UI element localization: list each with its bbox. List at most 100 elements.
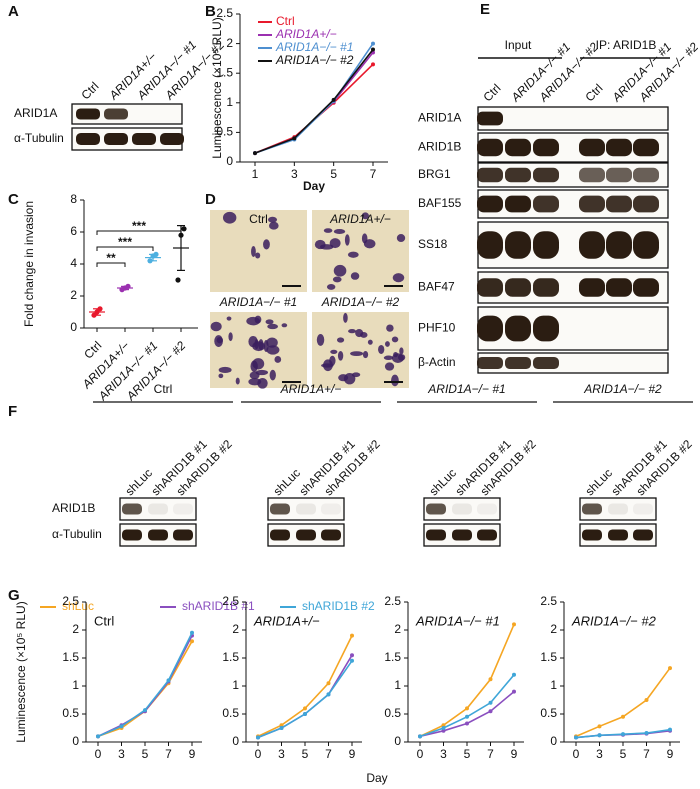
data-point [465, 721, 469, 726]
y-tick-label: 1 [226, 95, 233, 109]
panel-title: ARID1A−/− #2 [571, 613, 657, 628]
blot-band [296, 529, 316, 541]
blot-band [533, 167, 559, 183]
data-point [512, 672, 516, 677]
data-point [668, 727, 672, 732]
blot-band [505, 195, 531, 213]
data-point [621, 714, 625, 719]
stained-cell [316, 334, 325, 346]
stained-cell [218, 373, 224, 379]
x-tick-label: 7 [370, 167, 377, 181]
data-point [190, 630, 194, 635]
stained-cell [326, 284, 336, 290]
panel-label: F [8, 403, 17, 420]
y-tick-label: 0 [232, 734, 239, 748]
stained-cell [363, 239, 376, 249]
blot-band [533, 195, 559, 213]
stained-cell [314, 239, 326, 250]
stained-cell [396, 234, 406, 243]
blot-band [426, 529, 446, 541]
blot-band [606, 278, 632, 297]
data-point [96, 734, 100, 739]
stained-cell [252, 358, 265, 370]
data-point [574, 735, 578, 740]
legend-label: shARID1B #1 [182, 599, 255, 613]
blot-band [608, 529, 628, 541]
x-axis-label: Day [366, 771, 387, 785]
image-label: ARID1A+/− [329, 212, 391, 226]
blot-band [606, 167, 632, 183]
stained-cell [333, 228, 346, 235]
y-tick-label: 2 [232, 622, 239, 636]
stained-cell [255, 252, 261, 259]
y-tick-label: 2.5 [216, 6, 233, 20]
x-tick-label: 7 [643, 747, 650, 761]
data-point [621, 732, 625, 737]
stained-cell [267, 323, 279, 330]
blot-band [321, 503, 341, 515]
blot-band [579, 231, 605, 259]
data-point [256, 735, 260, 740]
group-header: ARID1A−/− #1 [427, 382, 505, 396]
stained-cell [266, 337, 278, 348]
stained-cell [329, 238, 341, 249]
significance-label: ** [106, 251, 116, 265]
y-tick-label: 2.5 [62, 594, 79, 608]
data-point [488, 709, 493, 714]
blot-band [579, 195, 605, 213]
stained-cell [397, 354, 406, 361]
stained-cell [344, 234, 350, 246]
y-tick-label: 1 [72, 678, 79, 692]
panel-label: D [205, 191, 216, 208]
blot-band [148, 503, 168, 515]
blot-frame [477, 221, 669, 269]
x-tick-label: 9 [189, 747, 196, 761]
legend-label: Ctrl [276, 14, 295, 28]
blot-band [270, 503, 290, 515]
y-tick-label: 1.5 [62, 650, 79, 664]
blot-band [633, 278, 659, 297]
row-label: ARID1B [52, 501, 95, 515]
blot-band [122, 529, 142, 541]
x-tick-label: 7 [325, 747, 332, 761]
data-point [644, 698, 649, 702]
y-tick-label: 0.5 [216, 125, 233, 139]
x-tick-label: 0 [255, 747, 262, 761]
x-tick-label: 3 [440, 747, 447, 761]
y-tick-label: 2 [70, 288, 77, 302]
blot-band [452, 503, 472, 515]
stained-cell [347, 251, 359, 258]
blot-frame [267, 497, 345, 521]
stained-cell [385, 341, 390, 347]
stained-cell [257, 377, 268, 389]
blot-band [452, 529, 472, 541]
blot-band [132, 132, 156, 146]
blot-band [477, 315, 503, 342]
stained-cell [378, 344, 385, 354]
x-tick-label: 0 [417, 747, 424, 761]
stained-cell [333, 264, 347, 277]
data-point [143, 708, 147, 713]
blot-band [505, 278, 531, 297]
blot-band [505, 138, 531, 157]
stained-cell [323, 228, 333, 233]
row-label: α-Tubulin [52, 527, 102, 541]
stained-cell [362, 351, 369, 359]
stained-cell [281, 323, 288, 328]
y-tick-label: 0.5 [384, 706, 401, 720]
stained-cell [210, 321, 222, 332]
blot-band [608, 503, 628, 515]
stained-cell [386, 324, 394, 332]
panel-label: E [480, 1, 490, 18]
panel-label: C [8, 191, 19, 208]
row-label: BAF47 [418, 280, 455, 294]
x-tick-label: 0 [95, 747, 102, 761]
image-label: Ctrl [249, 212, 268, 226]
x-tick-label: 5 [302, 747, 309, 761]
data-point [119, 724, 124, 729]
x-tick-label: 5 [142, 747, 149, 761]
blot-band [104, 132, 128, 146]
panel-label: A [8, 3, 19, 20]
data-point [279, 723, 284, 728]
stained-cell [235, 377, 240, 385]
